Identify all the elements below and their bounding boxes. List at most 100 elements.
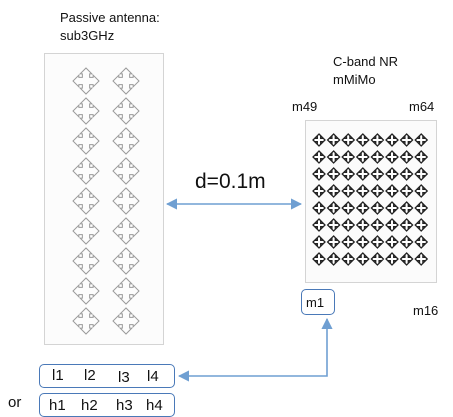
active-antenna-element	[355, 133, 370, 147]
active-antenna-element	[399, 184, 414, 198]
active-antenna-element	[414, 235, 429, 249]
active-antenna-element	[355, 184, 370, 198]
active-antenna-element	[326, 218, 341, 232]
active-antenna-element	[355, 235, 370, 249]
active-antenna-element	[385, 201, 399, 215]
passive-antenna-elements	[72, 67, 140, 335]
active-antenna-element	[399, 252, 414, 266]
passive-antenna-panel	[44, 53, 164, 345]
active-antenna-element	[312, 218, 326, 232]
passive-antenna-element	[112, 307, 140, 335]
active-antenna-element	[385, 235, 399, 249]
port-label-h3: h3	[116, 397, 133, 414]
active-antenna-element	[312, 133, 326, 147]
active-antenna-element	[370, 167, 385, 181]
element-label-bottom-right: m16	[413, 303, 439, 318]
passive-antenna-element	[72, 157, 100, 185]
active-antenna-element	[414, 184, 429, 198]
active-antenna-element	[326, 201, 341, 215]
passive-antenna-title-line1: Passive antenna:	[60, 10, 160, 25]
active-antenna-element	[385, 184, 399, 198]
active-antenna-element	[385, 167, 399, 181]
active-antenna-element	[370, 133, 385, 147]
port-label-h4: h4	[146, 397, 163, 414]
active-antenna-element	[341, 150, 356, 164]
active-antenna-element	[414, 252, 429, 266]
passive-antenna-element	[112, 67, 140, 95]
active-antenna-element	[341, 201, 356, 215]
passive-antenna-element	[72, 97, 100, 125]
active-antenna-element	[355, 167, 370, 181]
active-antenna-element	[326, 184, 341, 198]
m1-port-box	[301, 289, 335, 315]
active-antenna-element	[370, 150, 385, 164]
active-antenna-element	[312, 184, 326, 198]
passive-antenna-element	[112, 97, 140, 125]
active-antenna-title-line2: mMiMo	[333, 72, 376, 87]
active-antenna-element	[341, 252, 356, 266]
passive-antenna-title-line2: sub3GHz	[60, 28, 115, 43]
m1-to-ports-arrow	[177, 317, 333, 382]
passive-antenna-element	[72, 307, 100, 335]
active-antenna-element	[399, 235, 414, 249]
active-antenna-element	[399, 218, 414, 232]
passive-antenna-element	[72, 277, 100, 305]
passive-antenna-element	[112, 127, 140, 155]
active-antenna-element	[399, 167, 414, 181]
passive-antenna-element	[112, 157, 140, 185]
passive-antenna-element	[72, 217, 100, 245]
active-antenna-element	[341, 184, 356, 198]
active-antenna-element	[414, 201, 429, 215]
active-antenna-element	[326, 235, 341, 249]
passive-antenna-element	[72, 247, 100, 275]
active-antenna-element	[341, 133, 356, 147]
active-antenna-element	[341, 167, 356, 181]
element-label-top-left: m49	[292, 99, 318, 114]
active-antenna-element	[370, 252, 385, 266]
passive-antenna-element	[72, 187, 100, 215]
passive-antenna-element	[72, 67, 100, 95]
element-label-bottom-left: m1	[306, 295, 325, 310]
active-antenna-element	[385, 252, 399, 266]
active-antenna-element	[399, 150, 414, 164]
active-antenna-element	[326, 167, 341, 181]
passive-antenna-element	[112, 247, 140, 275]
active-antenna-element	[370, 201, 385, 215]
active-antenna-element	[414, 218, 429, 232]
active-antenna-panel	[305, 120, 437, 283]
port-label-l2: l2	[84, 367, 96, 384]
port-label-h1: h1	[49, 397, 66, 414]
port-label-l1: l1	[52, 367, 64, 384]
element-label-top-right: m64	[409, 99, 435, 114]
active-antenna-element	[355, 218, 370, 232]
active-antenna-element	[355, 252, 370, 266]
active-antenna-element	[385, 133, 399, 147]
l-ports-box	[39, 364, 175, 388]
active-antenna-element	[385, 150, 399, 164]
active-antenna-element	[399, 133, 414, 147]
port-label-l4: l4	[147, 368, 159, 385]
active-antenna-element	[355, 150, 370, 164]
active-antenna-element	[312, 201, 326, 215]
active-antenna-element	[341, 235, 356, 249]
active-antenna-elements	[312, 133, 429, 266]
active-antenna-element	[370, 218, 385, 232]
active-antenna-element	[326, 252, 341, 266]
active-antenna-element	[370, 235, 385, 249]
active-antenna-element	[414, 133, 429, 147]
distance-label: d=0.1m	[195, 170, 266, 193]
port-label-l3: l3	[118, 369, 130, 386]
active-antenna-element	[312, 252, 326, 266]
or-label: or	[8, 394, 22, 411]
passive-antenna-element	[72, 127, 100, 155]
passive-antenna-element	[112, 217, 140, 245]
active-antenna-title-line1: C-band NR	[333, 54, 399, 69]
active-antenna-element	[414, 150, 429, 164]
active-antenna-element	[399, 201, 414, 215]
active-antenna-element	[385, 218, 399, 232]
active-antenna-element	[312, 150, 326, 164]
active-antenna-element	[312, 235, 326, 249]
active-antenna-element	[355, 201, 370, 215]
active-antenna-element	[341, 218, 356, 232]
